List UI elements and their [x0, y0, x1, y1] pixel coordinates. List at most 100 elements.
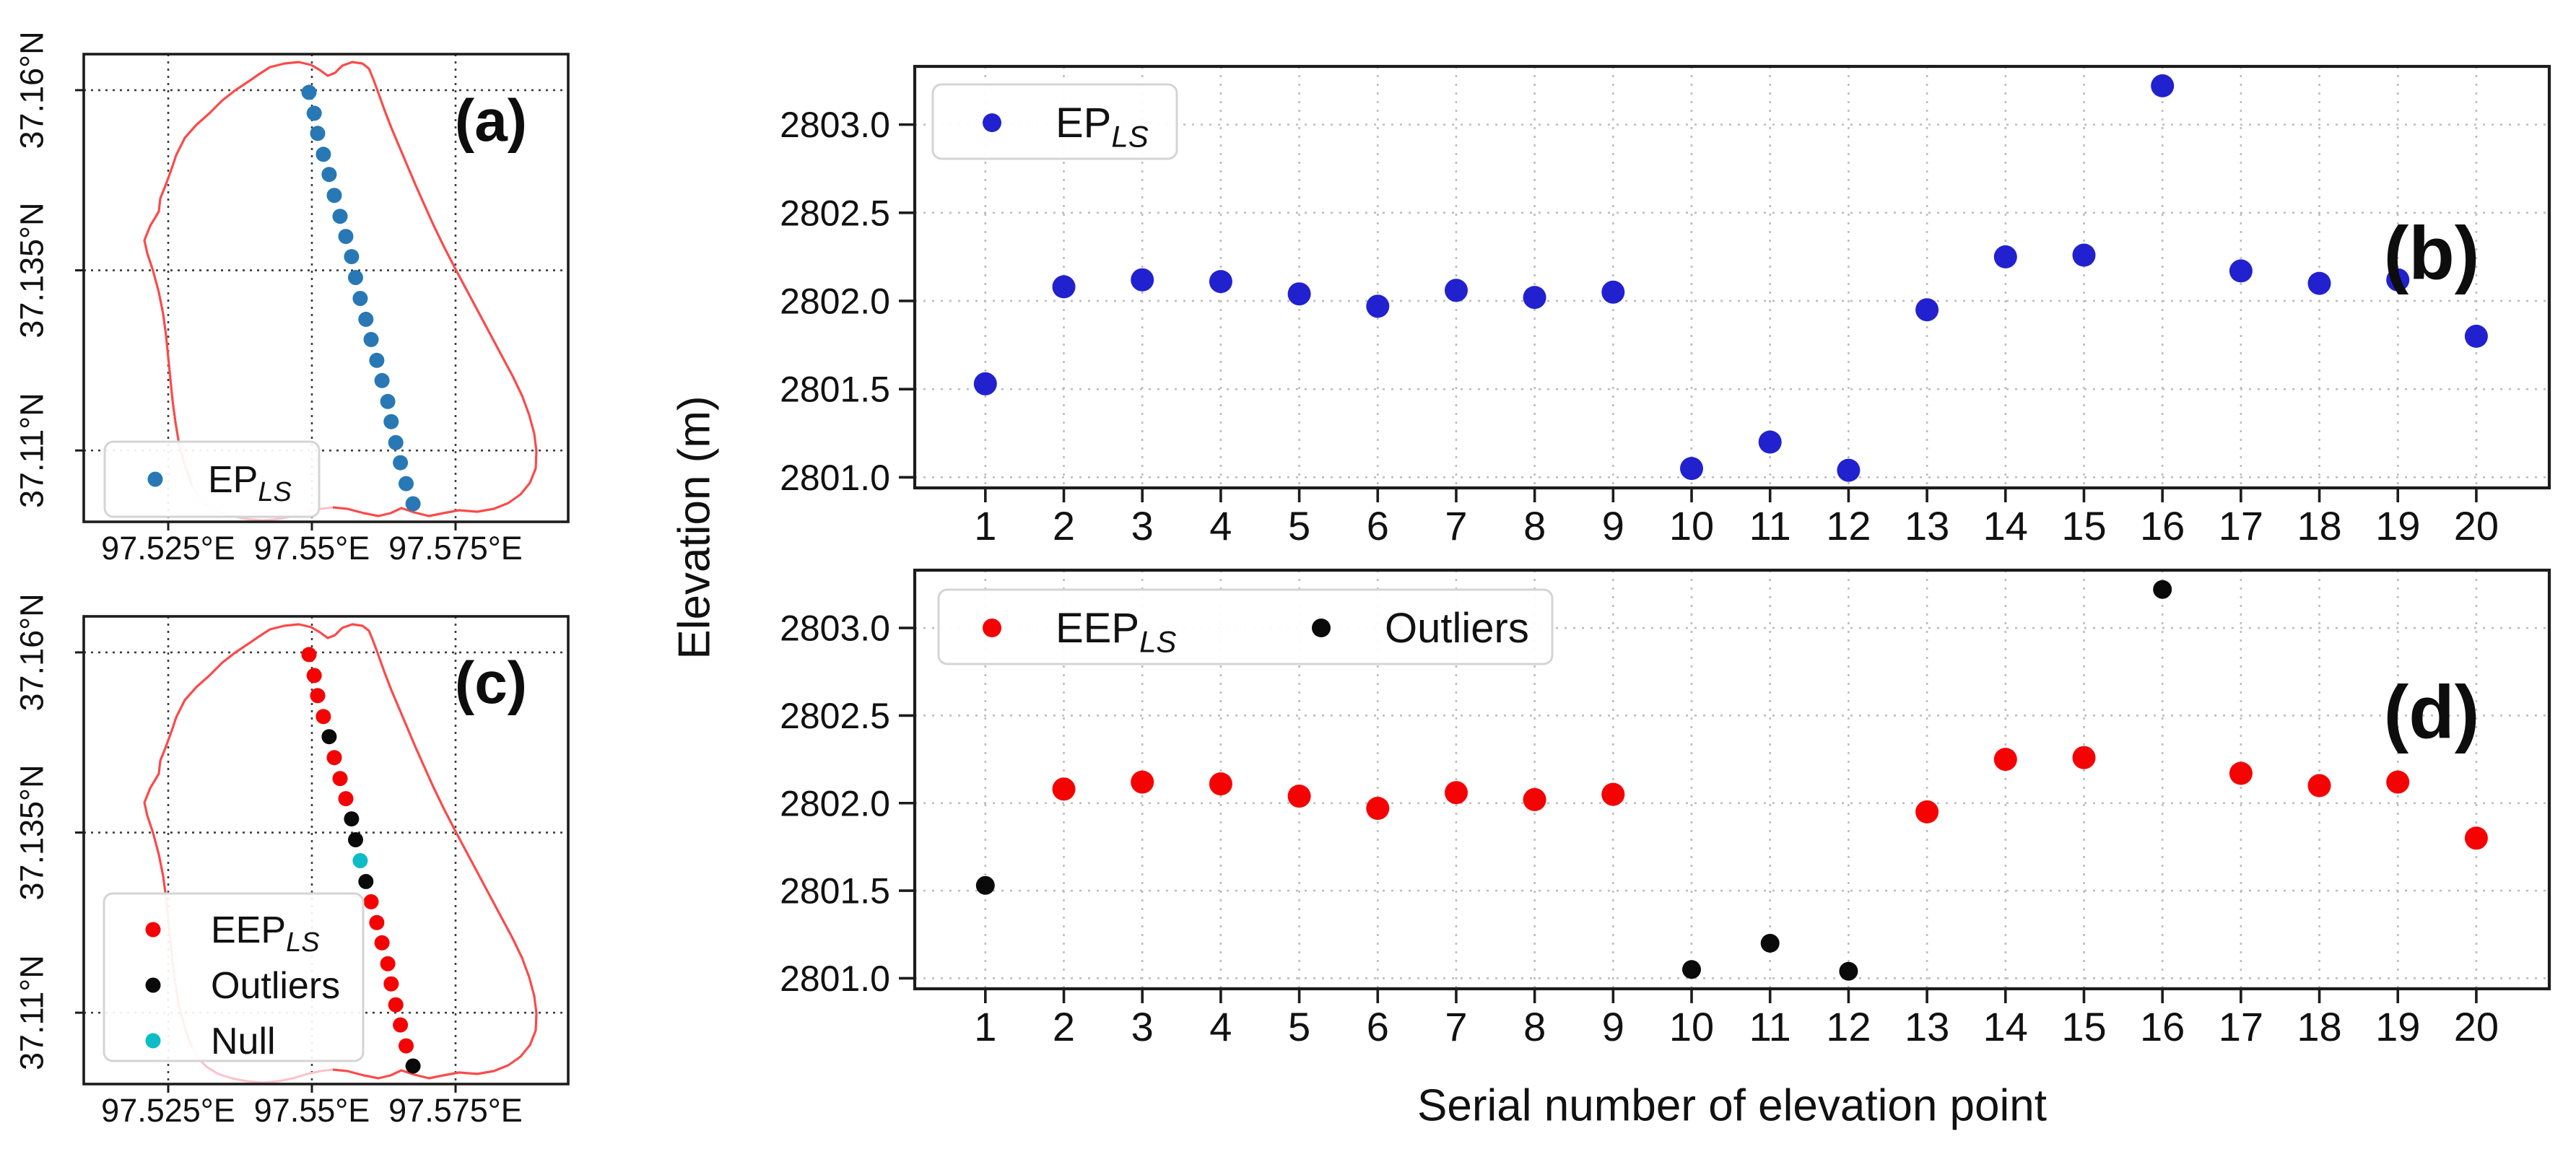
map-point-serial-10	[358, 873, 374, 889]
scatter-point-serial-13	[1915, 298, 1939, 322]
serial-tick-label: 6	[1367, 1004, 1389, 1049]
elevation-tick-label: 2803.0	[780, 608, 890, 649]
map-point-serial-18	[310, 688, 326, 704]
panel-b-frame	[913, 64, 2551, 490]
map-x-tick-label: 97.55°E	[254, 530, 370, 567]
scatter-point-serial-14	[1993, 245, 2017, 268]
map-point-serial-10	[358, 311, 374, 327]
legend-marker-dot	[147, 471, 163, 487]
scatter-point-serial-11-outlier	[1760, 933, 1780, 953]
scatter-point-serial-9	[1601, 280, 1625, 304]
serial-tick-label: 3	[1131, 503, 1154, 549]
serial-tick-label: 4	[1209, 503, 1232, 549]
panel-a-frame	[82, 53, 570, 523]
serial-tick-label: 9	[1602, 503, 1624, 549]
map-y-tick-label: 37.11°N	[14, 955, 51, 1070]
scatter-point-serial-1	[973, 372, 997, 396]
serial-tick-label: 11	[1749, 1004, 1791, 1049]
map-point-serial-9	[363, 894, 379, 909]
map-point-serial-12	[344, 811, 360, 827]
scatter-point-serial-13	[1915, 800, 1939, 823]
serial-tick-label: 2	[1053, 503, 1075, 549]
legend-label: EEPLS	[1056, 605, 1176, 658]
elevation-tick-label: 2801.5	[780, 370, 890, 410]
scatter-point-serial-10	[1680, 457, 1703, 481]
elevation-tick-label: 2802.5	[780, 696, 890, 736]
scatter-point-serial-19	[2386, 770, 2410, 794]
serial-tick-label: 8	[1523, 1004, 1546, 1049]
scatter-point-serial-3	[1131, 268, 1154, 292]
map-point-serial-19	[306, 668, 322, 683]
legend-marker-dot	[983, 113, 1001, 132]
map-y-tick-label: 37.16°N	[14, 31, 51, 149]
map-x-tick-label: 97.525°E	[101, 1092, 235, 1129]
map-point-serial-7	[374, 935, 390, 951]
serial-tick-label: 5	[1288, 1004, 1310, 1049]
map-point-serial-11	[348, 270, 363, 285]
serial-tick-label: 11	[1749, 503, 1791, 549]
scatter-point-serial-5	[1287, 785, 1311, 808]
serial-tick-label: 19	[2375, 503, 2420, 549]
serial-tick-label: 14	[1983, 1004, 2028, 1049]
legend-marker-dot	[145, 977, 161, 993]
map-point-serial-12	[344, 249, 360, 265]
scatter-point-serial-2	[1052, 777, 1076, 801]
elevation-tick-label: 2802.5	[780, 193, 890, 233]
map-point-serial-7	[374, 372, 390, 388]
panel-a-legend: EPLS	[103, 440, 321, 518]
panel-c-legend: EEPLS Outliers Null	[103, 892, 365, 1062]
map-point-serial-16	[321, 729, 337, 745]
serial-tick-label: 2	[1053, 1004, 1075, 1049]
serial-tick-label: 9	[1602, 1004, 1624, 1049]
scatter-point-serial-14	[1993, 748, 2017, 772]
serial-tick-label: 17	[2219, 503, 2263, 549]
legend-label: Outliers	[211, 965, 340, 1007]
scatter-point-serial-7	[1445, 279, 1468, 302]
serial-tick-label: 7	[1445, 1004, 1467, 1049]
map-point-serial-4	[388, 997, 404, 1013]
elevation-tick-label: 2802.0	[780, 783, 890, 823]
scatter-point-serial-12-outlier	[1839, 961, 1858, 981]
scatter-point-serial-2	[1052, 275, 1076, 299]
panel-label-b: (b)	[2383, 211, 2480, 296]
serial-tick-label: 19	[2375, 1004, 2420, 1049]
panel-d-legend: EEPLS Outliers	[937, 588, 1554, 665]
map-point-serial-17	[316, 709, 331, 725]
panel-b-points	[973, 74, 2488, 482]
panel-d-frame	[913, 568, 2551, 991]
map-point-serial-14	[332, 771, 348, 787]
scatter-point-serial-12	[1837, 458, 1861, 482]
serial-tick-label: 18	[2297, 1004, 2341, 1049]
legend-label: Outliers	[1385, 605, 1529, 652]
map-point-null	[352, 291, 368, 306]
serial-tick-label: 17	[2219, 1004, 2263, 1049]
serial-tick-label: 12	[1826, 503, 1871, 549]
map-point-serial-1	[405, 1058, 421, 1074]
legend-marker-dot	[145, 1033, 161, 1049]
legend-marker-dot	[145, 922, 161, 938]
serial-tick-label: 6	[1367, 503, 1389, 549]
lake-outline	[143, 61, 538, 517]
map-point-serial-13	[338, 791, 354, 807]
serial-tick-label: 5	[1288, 503, 1310, 549]
map-point-serial-20	[301, 647, 317, 663]
map-point-serial-15	[326, 750, 342, 766]
legend-marker-dot	[1312, 619, 1331, 637]
map-point-null	[352, 853, 368, 868]
legend-box	[103, 892, 365, 1062]
serial-tick-label: 1	[974, 1004, 996, 1049]
map-point-serial-16	[321, 167, 337, 183]
serial-tick-label: 8	[1523, 503, 1546, 549]
panel-c-map: 97.525°E 97.55°E 97.575°E 37.16°N 37.135°N 37…	[14, 593, 570, 1129]
map-point-serial-6	[380, 956, 396, 971]
serial-tick-label: 15	[2061, 503, 2106, 549]
legend-label: EEPLS	[211, 909, 320, 958]
scatter-point-serial-8	[1523, 787, 1546, 811]
map-point-serial-13	[338, 229, 354, 245]
map-point-serial-8	[369, 914, 385, 930]
panel-c-frame	[82, 615, 570, 1085]
map-point-serial-1	[405, 496, 421, 512]
serial-tick-label: 20	[2454, 503, 2499, 549]
